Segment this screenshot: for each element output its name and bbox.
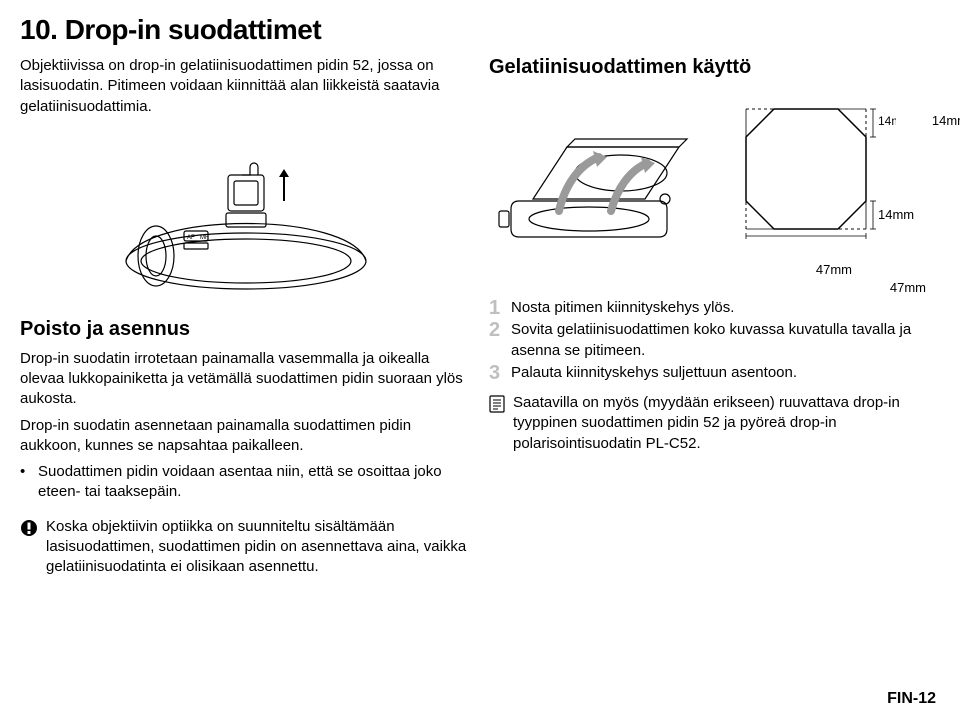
right-illustration: 14mm 14mm 14mm — [489, 87, 940, 262]
svg-text:MF: MF — [200, 235, 209, 241]
note-row: Saatavilla on myös (myydään erikseen) ru… — [489, 393, 940, 454]
bullet-text: Suodattimen pidin voidaan asentaa niin, … — [38, 462, 471, 503]
lens-illustration: AF MF — [20, 129, 471, 304]
note-text: Saatavilla on myös (myydään erikseen) ru… — [513, 393, 940, 454]
right-column: Gelatiinisuodattimen käyttö — [489, 56, 940, 577]
left-column: Objektiivissa on drop-in gelatiinisuodat… — [20, 56, 471, 577]
intro-text: Objektiivissa on drop-in gelatiinisuodat… — [20, 56, 471, 117]
left-subheading: Poisto ja asennus — [20, 318, 471, 341]
dim-14mm-top: 14mm — [878, 114, 896, 128]
warning-icon — [20, 519, 38, 537]
step-num-3: 3 — [489, 363, 505, 383]
left-para1: Drop-in suodatin irrotetaan painamalla v… — [20, 349, 471, 410]
dim-14mm-bottom: 14mm — [878, 207, 914, 222]
dim-47mm-right: 47mm — [890, 280, 926, 295]
step-text-1: Nosta pitimen kiinnityskehys ylös. — [511, 298, 734, 318]
step-num-1: 1 — [489, 298, 505, 318]
warning-row: Koska objektiivin optiikka on suunnitelt… — [20, 517, 471, 578]
right-subheading: Gelatiinisuodattimen käyttö — [489, 56, 940, 79]
step-text-3: Palauta kiinnityskehys suljettuun asento… — [511, 363, 797, 383]
warning-text: Koska objektiivin optiikka on suunnitelt… — [46, 517, 471, 578]
step-1: 1 Nosta pitimen kiinnityskehys ylös. — [489, 298, 940, 318]
bullet-icon: • — [20, 462, 32, 503]
dim-47mm-bottom: 47mm — [816, 262, 852, 277]
step-3: 3 Palauta kiinnityskehys suljettuun asen… — [489, 363, 940, 383]
step-text-2: Sovita gelatiinisuodattimen koko kuvassa… — [511, 320, 940, 361]
note-icon — [489, 395, 505, 413]
dim-14mm-label: 14mm — [932, 113, 960, 128]
octagon-diagram: 14mm 14mm — [728, 97, 896, 252]
svg-text:AF: AF — [187, 235, 195, 241]
step-num-2: 2 — [489, 320, 505, 361]
left-bullet: • Suodattimen pidin voidaan asentaa niin… — [20, 462, 471, 503]
left-para2: Drop-in suodatin asennetaan painamalla s… — [20, 416, 471, 457]
step-2: 2 Sovita gelatiinisuodattimen koko kuvas… — [489, 320, 940, 361]
page-number: FIN-12 — [887, 690, 936, 708]
section-title: 10. Drop-in suodattimet — [20, 14, 940, 46]
